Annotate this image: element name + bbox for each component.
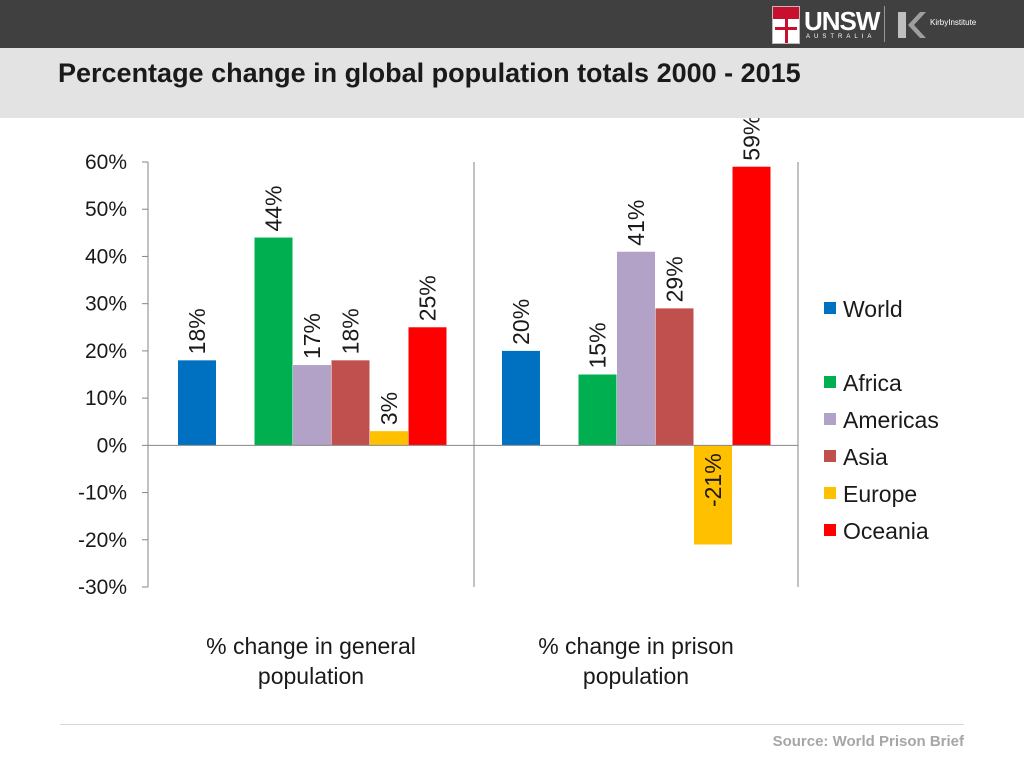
bar-africa	[578, 374, 617, 446]
kirby-logo-text: KirbyInstitute	[930, 18, 977, 27]
legend-label: Asia	[843, 444, 888, 470]
bar-chart: 60% 50% 40% 30% 20% 10% 0% -10% -20% -30% 18% 44% 17…	[78, 118, 939, 689]
top-bar	[0, 0, 1024, 48]
y-tick-label: 50%	[85, 198, 127, 221]
y-tick-label: 60%	[85, 151, 127, 174]
logo-area: UNSW AUSTRALIA KirbyInstitute	[772, 4, 976, 46]
data-label: 3%	[376, 392, 402, 425]
footer-divider	[60, 724, 964, 725]
kirby-logo-icon	[898, 12, 926, 38]
data-label: 17%	[299, 313, 325, 359]
bar-europe	[370, 431, 408, 446]
y-tick-label: 0%	[97, 434, 127, 457]
legend-label: World	[843, 296, 903, 322]
bar-europe	[694, 445, 732, 545]
y-tick-label: 40%	[85, 245, 127, 268]
bar-asia	[331, 360, 370, 446]
legend-swatch-world	[824, 302, 836, 314]
data-label: 41%	[623, 200, 649, 246]
bar-world	[178, 360, 216, 446]
legend-swatch-asia	[824, 450, 836, 462]
legend-label: Africa	[843, 370, 902, 396]
category-label: % change in prison	[538, 633, 734, 659]
category-label: population	[258, 663, 364, 689]
bar-africa	[254, 237, 293, 446]
data-label: 18%	[338, 308, 364, 354]
bar-oceania	[732, 166, 771, 446]
bar-world	[502, 350, 540, 446]
legend-label: Oceania	[843, 518, 929, 544]
data-label: 20%	[508, 299, 534, 345]
category-label: population	[583, 663, 689, 689]
bar-asia	[655, 308, 694, 446]
legend-label: Americas	[843, 407, 939, 433]
y-tick-label: -30%	[78, 576, 127, 599]
y-tick-label: 30%	[85, 293, 127, 316]
bar-americas	[617, 251, 655, 446]
data-label: 44%	[261, 186, 287, 232]
y-tick-label: -20%	[78, 529, 127, 552]
page-title: Percentage change in global population t…	[58, 58, 801, 88]
data-label: 25%	[415, 275, 441, 321]
category-label: % change in general	[206, 633, 416, 659]
logo-divider	[884, 6, 885, 42]
legend-label: Europe	[843, 481, 917, 507]
unsw-logo-subtext: AUSTRALIA	[806, 34, 876, 40]
legend-swatch-oceania	[824, 524, 836, 536]
legend-swatch-africa	[824, 376, 836, 388]
legend-swatch-europe	[824, 487, 836, 499]
data-label: -21%	[700, 453, 726, 507]
y-tick-label: 10%	[85, 387, 127, 410]
data-label: 29%	[662, 256, 688, 302]
bar-oceania	[408, 327, 447, 446]
legend-swatch-americas	[824, 413, 836, 425]
bar-americas	[293, 365, 331, 446]
y-tick-label: 20%	[85, 340, 127, 363]
y-tick-label: -10%	[78, 482, 127, 505]
source-note: Source: World Prison Brief	[772, 733, 964, 750]
unsw-logo-text: UNSW	[804, 6, 880, 36]
data-label: 15%	[585, 322, 611, 368]
data-label: 18%	[184, 308, 210, 354]
data-label: 59%	[739, 118, 765, 161]
unsw-crest-icon	[772, 6, 800, 44]
title-bar	[0, 48, 1024, 118]
